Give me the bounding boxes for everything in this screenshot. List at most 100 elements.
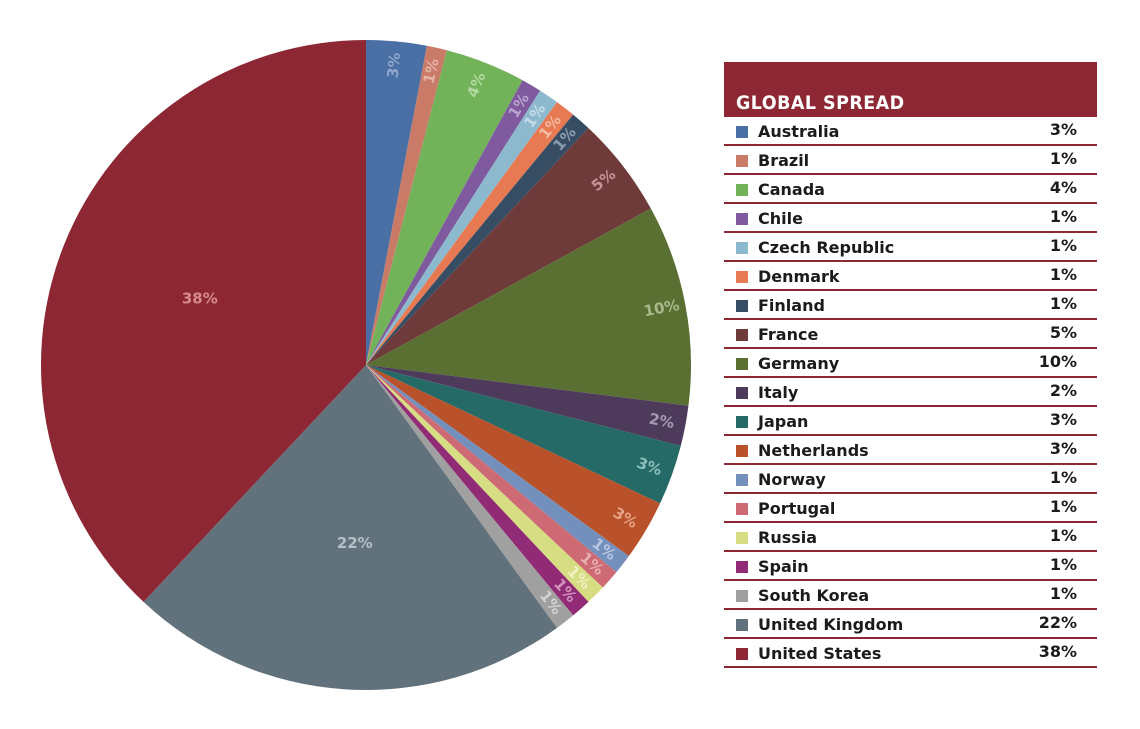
pie-data-label: 3% (384, 52, 404, 79)
legend-row: France 5% (724, 320, 1097, 349)
legend-percent: 5% (1049, 323, 1077, 342)
legend-swatch (736, 416, 748, 428)
legend-row: Netherlands 3% (724, 436, 1097, 465)
legend-country-name: United Kingdom (758, 615, 904, 634)
pie-slice-united-states (41, 40, 366, 602)
legend-country-name: Russia (758, 528, 818, 547)
pie-slice-australia (366, 40, 427, 365)
legend-country-name: Brazil (758, 151, 810, 170)
legend-row: Australia 3% (724, 117, 1097, 146)
chart-title: GLOBAL SPREAD (736, 92, 905, 114)
legend-swatch (736, 300, 748, 312)
pie-slice-chile (366, 80, 541, 366)
pie-data-label: 22% (337, 534, 373, 552)
legend-country-name: Canada (758, 180, 825, 199)
legend-country-name: Japan (758, 412, 809, 431)
pie-slice-finland (366, 114, 589, 366)
legend-row: Denmark 1% (724, 262, 1097, 291)
legend-percent: 1% (1049, 468, 1077, 487)
pie-slice-canada (366, 50, 523, 365)
legend-percent: 1% (1049, 555, 1077, 574)
legend-swatch (736, 561, 748, 573)
pie-data-label: 38% (182, 290, 218, 308)
legend-country-name: United States (758, 644, 882, 663)
legend-row: United Kingdom 22% (724, 610, 1097, 639)
legend-row: Norway 1% (724, 465, 1097, 494)
legend-row: Canada 4% (724, 175, 1097, 204)
pie-slice-spain (366, 365, 589, 616)
pie-slice-united-kingdom (143, 365, 558, 690)
legend-row: Russia 1% (724, 523, 1097, 552)
legend-row: Japan 3% (724, 407, 1097, 436)
legend-percent: 1% (1049, 497, 1077, 516)
legend-percent: 1% (1049, 149, 1077, 168)
legend-rows: Australia 3% Brazil 1% Canada 4% Chile 1% Czech … (724, 117, 1097, 668)
legend-country-name: Germany (758, 354, 840, 373)
legend-country-name: Australia (758, 122, 840, 141)
legend-country-name: Czech Republic (758, 238, 895, 257)
legend-percent: 38% (1038, 642, 1077, 661)
legend-country-name: France (758, 325, 819, 344)
pie-slice-norway (366, 365, 629, 573)
legend-row: Portugal 1% (724, 494, 1097, 523)
legend-swatch (736, 184, 748, 196)
legend-row: Spain 1% (724, 552, 1097, 581)
pie-slice-france (366, 128, 651, 365)
pie-slice-netherlands (366, 365, 661, 557)
legend-header: GLOBAL SPREAD (724, 62, 1097, 117)
legend-country-name: South Korea (758, 586, 870, 605)
legend-percent: 4% (1049, 178, 1077, 197)
legend-row: Chile 1% (724, 204, 1097, 233)
legend-swatch (736, 126, 748, 138)
legend-country-name: Norway (758, 470, 826, 489)
pie-slice-south-korea (366, 365, 574, 628)
legend-country-name: Portugal (758, 499, 836, 518)
legend-swatch (736, 155, 748, 167)
legend-swatch (736, 358, 748, 370)
legend-row: Italy 2% (724, 378, 1097, 407)
legend-swatch (736, 329, 748, 341)
legend-row: South Korea 1% (724, 581, 1097, 610)
legend-row: Finland 1% (724, 291, 1097, 320)
legend-country-name: Denmark (758, 267, 840, 286)
legend-percent: 1% (1049, 294, 1077, 313)
legend-row: Germany 10% (724, 349, 1097, 378)
legend-swatch (736, 648, 748, 660)
pie-data-label: 1% (420, 57, 443, 86)
legend-swatch (736, 387, 748, 399)
legend-percent: 1% (1049, 584, 1077, 603)
pie-slice-japan (366, 365, 681, 504)
legend-percent: 3% (1049, 439, 1077, 458)
pie-data-label: 2% (648, 410, 676, 432)
pie-slice-denmark (366, 102, 574, 366)
legend-row: Brazil 1% (724, 146, 1097, 175)
legend-swatch (736, 532, 748, 544)
legend-country-name: Finland (758, 296, 825, 315)
pie-slice-italy (366, 365, 689, 446)
pie-slice-brazil (366, 45, 447, 365)
legend-country-name: Spain (758, 557, 809, 576)
legend-percent: 1% (1049, 207, 1077, 226)
legend-country-name: Italy (758, 383, 799, 402)
legend-swatch (736, 271, 748, 283)
legend-swatch (736, 445, 748, 457)
pie-slice-portugal (366, 365, 617, 588)
legend-percent: 3% (1049, 410, 1077, 429)
legend-swatch (736, 474, 748, 486)
legend-percent: 2% (1049, 381, 1077, 400)
legend-percent: 3% (1049, 120, 1077, 139)
legend-swatch (736, 619, 748, 631)
legend-percent: 1% (1049, 236, 1077, 255)
legend-country-name: Chile (758, 209, 803, 228)
legend-percent: 10% (1038, 352, 1077, 371)
legend-swatch (736, 590, 748, 602)
pie-slice-czech-republic (366, 90, 558, 366)
legend-country-name: Netherlands (758, 441, 869, 460)
legend-percent: 1% (1049, 265, 1077, 284)
legend-percent: 1% (1049, 526, 1077, 545)
pie-slice-russia (366, 365, 603, 602)
legend-swatch (736, 213, 748, 225)
legend-row: United States 38% (724, 639, 1097, 668)
legend-table: GLOBAL SPREAD Australia 3% Brazil 1% Canada 4… (724, 62, 1097, 668)
legend-percent: 22% (1038, 613, 1077, 632)
